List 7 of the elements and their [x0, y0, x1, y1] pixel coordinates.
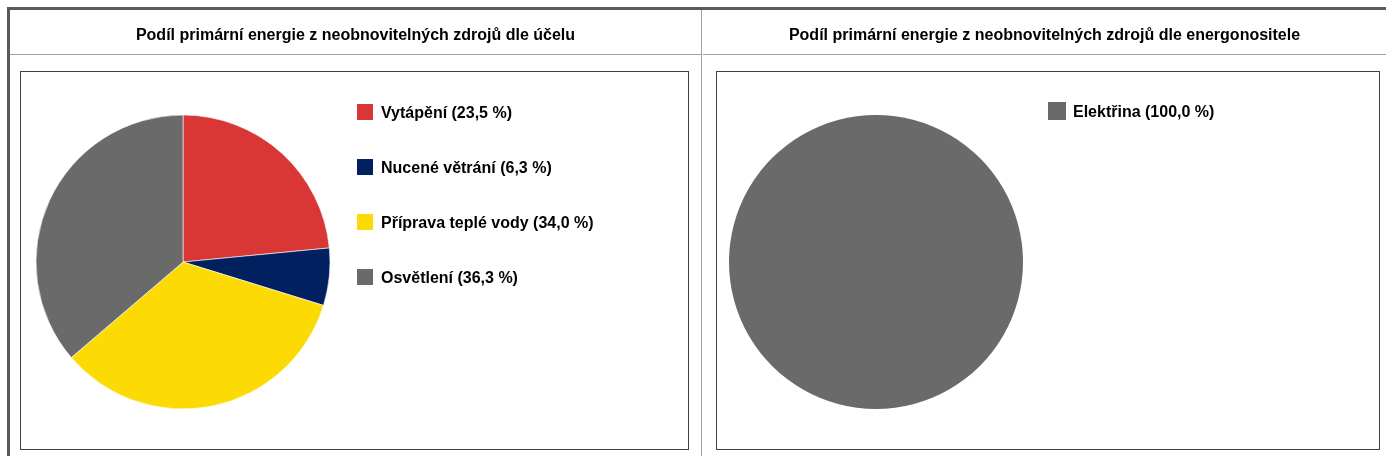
legend-label: Příprava teplé vody (34,0 %): [381, 213, 594, 231]
chart-title: Podíl primární energie z neobnovitelných zdrojů dle energonositele: [788, 25, 1301, 43]
legend-label: Vytápění (23,5 %): [381, 103, 513, 121]
legend-label: Nucené větrání (6,3 %): [381, 158, 552, 176]
legend-label: Osvětlení (36,3 %): [381, 268, 518, 286]
legend-label: Elektřina (100,0 %): [1073, 102, 1215, 120]
chart-title: Podíl primární energie z neobnovitelných zdrojů dle účelu: [135, 25, 576, 43]
